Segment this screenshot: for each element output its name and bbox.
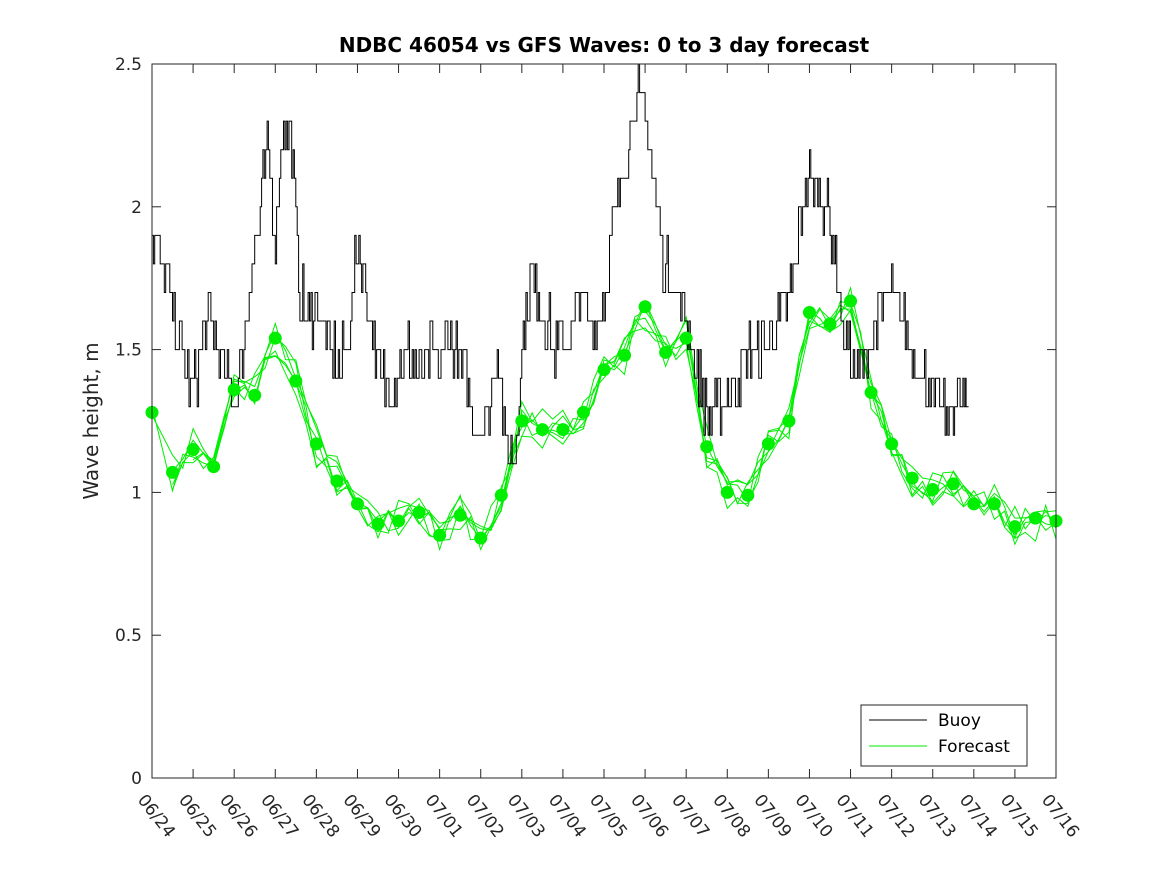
x-tick-label: 06/25 (174, 791, 220, 842)
forecast-point (885, 437, 899, 451)
forecast-point (700, 440, 714, 454)
x-tick-label: 06/26 (215, 791, 261, 842)
forecast-point (166, 465, 180, 479)
x-tick-label: 07/14 (955, 791, 1001, 842)
series-layer (145, 63, 1063, 552)
forecast-point (289, 374, 303, 388)
legend-buoy-label: Buoy (938, 711, 981, 731)
y-tick-label: 2 (131, 198, 142, 218)
y-tick-label: 2.5 (115, 55, 142, 75)
x-tick-label: 07/04 (544, 791, 590, 842)
buoy-series-line (152, 63, 969, 465)
forecast-point (474, 531, 488, 545)
forecast-point (618, 348, 632, 362)
chart-title: NDBC 46054 vs GFS Waves: 0 to 3 day fore… (339, 33, 870, 57)
forecast-point (905, 471, 919, 485)
forecast-point (392, 514, 406, 528)
forecast-point (433, 528, 447, 542)
forecast-point (186, 443, 200, 457)
x-tick-label: 06/24 (133, 791, 179, 842)
y-tick-label: 1 (131, 483, 142, 503)
x-tick-label: 07/10 (791, 791, 837, 842)
forecast-ensemble-line (192, 299, 1057, 542)
legend-forecast-label: Forecast (938, 737, 1010, 757)
forecast-point (597, 363, 611, 377)
forecast-point (864, 385, 878, 399)
forecast-point (227, 383, 241, 397)
forecast-point (741, 488, 755, 502)
forecast-point (556, 423, 570, 437)
forecast-point (782, 414, 796, 428)
forecast-point (638, 300, 652, 314)
forecast-point (926, 483, 940, 497)
forecast-point (330, 474, 344, 488)
forecast-point (515, 414, 529, 428)
x-tick-label: 06/30 (380, 791, 426, 842)
forecast-point (535, 423, 549, 437)
x-tick-label: 07/15 (996, 791, 1042, 842)
forecast-point (659, 345, 673, 359)
x-tick-label: 07/03 (503, 791, 549, 842)
forecast-point (576, 405, 590, 419)
forecast-point (967, 497, 981, 511)
forecast-ensemble-line (172, 304, 1057, 540)
x-tick-label: 07/02 (462, 791, 508, 842)
x-tick-label: 06/27 (256, 791, 302, 842)
x-tick-label: 07/09 (749, 791, 795, 842)
x-tick-label: 06/28 (297, 791, 343, 842)
legend-box (860, 704, 1028, 767)
forecast-point (371, 517, 385, 531)
forecast-point (412, 505, 426, 519)
x-tick-label: 07/13 (914, 791, 960, 842)
forecast-point (987, 497, 1001, 511)
y-tick-label: 1.5 (115, 341, 142, 361)
forecast-point (494, 488, 508, 502)
y-tick-label: 0 (131, 769, 142, 789)
forecast-point (946, 477, 960, 491)
forecast-point (823, 317, 837, 331)
y-axis-ticks: 0 0.5 1 1.5 2 2.5 (115, 55, 1056, 789)
plot-area (152, 64, 1056, 778)
forecast-point (207, 460, 221, 474)
x-tick-label: 07/08 (708, 791, 754, 842)
forecast-point (309, 437, 323, 451)
x-tick-label: 06/29 (339, 791, 385, 842)
x-tick-label: 07/01 (421, 791, 467, 842)
y-axis-label: Wave height, m (79, 342, 103, 499)
x-tick-label: 07/16 (1037, 791, 1083, 842)
forecast-point (1028, 511, 1042, 525)
forecast-point (802, 305, 816, 319)
forecast-point (844, 294, 858, 308)
x-tick-label: 07/12 (873, 791, 919, 842)
x-tick-label: 07/07 (667, 791, 713, 842)
forecast-point (720, 485, 734, 499)
forecast-point (761, 437, 775, 451)
forecast-point (350, 497, 364, 511)
x-tick-label: 07/11 (832, 791, 878, 842)
x-tick-label: 07/05 (585, 791, 631, 842)
forecast-point (268, 331, 282, 345)
legend: Buoy Forecast (860, 704, 1028, 767)
y-tick-label: 0.5 (115, 626, 142, 646)
forecast-point (1008, 520, 1022, 534)
forecast-point (679, 331, 693, 345)
forecast-point (453, 508, 467, 522)
x-tick-label: 07/06 (626, 791, 672, 842)
forecast-point (248, 388, 262, 402)
